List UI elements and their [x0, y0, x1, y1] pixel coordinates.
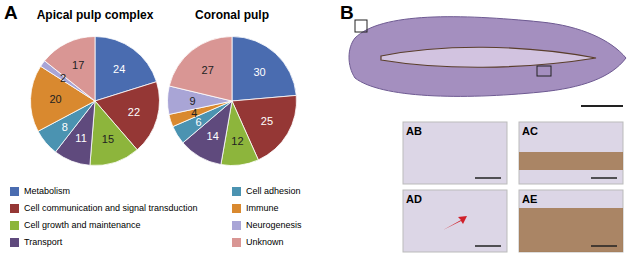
html-text:B: B [340, 2, 354, 23]
html-text:Cell growth and maintenance: Cell growth and maintenance [24, 220, 141, 230]
svg-text:AB: AB [406, 125, 422, 137]
svg-text:30: 30 [253, 66, 265, 78]
svg-text:2: 2 [60, 72, 66, 84]
svg-text:27: 27 [202, 64, 214, 76]
svg-text:12: 12 [231, 135, 243, 147]
html-text:Apical pulp complex: Apical pulp complex [36, 8, 154, 22]
html-text:Coronal pulp: Coronal pulp [195, 8, 269, 22]
html-text:Unknown: Unknown [246, 237, 284, 247]
html-text:Neurogenesis: Neurogenesis [246, 220, 302, 230]
svg-text:17: 17 [72, 59, 84, 71]
html-text:Cell adhesion: Cell adhesion [246, 186, 301, 196]
html-text:Cell communication and signal: Cell communication and signal transducti… [24, 203, 198, 213]
html-text:Transport: Transport [24, 237, 63, 247]
svg-text:AC: AC [522, 125, 538, 137]
svg-text:9: 9 [189, 95, 195, 107]
svg-text:AD: AD [406, 193, 422, 205]
svg-text:6: 6 [195, 116, 202, 129]
svg-text:AE: AE [522, 193, 537, 205]
svg-text:24: 24 [113, 63, 125, 75]
html-text:A: A [4, 2, 18, 23]
svg-text:22: 22 [128, 106, 140, 118]
svg-text:20: 20 [49, 93, 61, 105]
svg-text:15: 15 [102, 133, 114, 145]
svg-text:8: 8 [62, 121, 68, 133]
html-text:Immune: Immune [246, 203, 279, 213]
svg-text:25: 25 [261, 115, 273, 127]
svg-text:11: 11 [75, 132, 86, 144]
svg-text:14: 14 [207, 130, 219, 142]
svg-text:4: 4 [191, 107, 197, 119]
html-text:Metabolism: Metabolism [24, 186, 70, 196]
